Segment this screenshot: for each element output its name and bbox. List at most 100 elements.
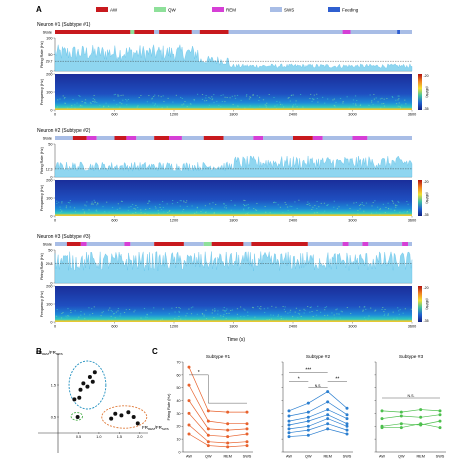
spectrogram-speckle: [162, 207, 164, 208]
spectrogram-speckle: [103, 105, 105, 107]
spectrogram-speckle: [382, 203, 384, 205]
legend-swatch-sws: [270, 7, 282, 12]
spectrogram-speckle: [211, 96, 213, 98]
spectrogram-speckle: [145, 319, 147, 320]
spectrogram-speckle: [276, 104, 278, 106]
spectrogram-speckle: [223, 206, 226, 208]
spectrogram-speckle: [357, 210, 359, 212]
spectrogram-speckle: [309, 204, 311, 206]
series-line: [188, 366, 247, 413]
series-point: [187, 411, 191, 415]
spectrogram-speckle: [380, 107, 382, 109]
state-legend: AW QW REM SWS Feeding: [96, 7, 359, 13]
spectrogram-speckle: [288, 97, 290, 98]
spectrogram-speckle: [223, 203, 225, 205]
state-segment: [397, 30, 401, 34]
spectrogram-speckle: [180, 96, 182, 98]
spectrogram-speckle: [87, 212, 89, 214]
spectrogram-speckle: [138, 97, 140, 98]
spectrogram-speckle: [264, 206, 266, 207]
spectrogram-speckle: [314, 204, 316, 206]
spectrogram-speckle: [401, 108, 403, 109]
spectrogram-speckle: [179, 200, 181, 202]
spectrogram-speckle: [334, 317, 336, 319]
spectrogram-speckle: [395, 205, 397, 206]
spectrogram-speckle: [134, 208, 137, 210]
state-segment: [203, 136, 224, 140]
spectrogram-speckle: [63, 319, 66, 321]
spectrogram-speckle: [84, 204, 86, 206]
spectrogram-speckle: [115, 311, 117, 313]
spectrogram-speckle: [370, 212, 373, 214]
spectrogram-speckle: [338, 313, 340, 315]
spectrogram-speckle: [297, 317, 299, 319]
spectrogram-speckle: [178, 315, 180, 317]
series-point: [245, 444, 249, 448]
colorbar-tick-top: -20: [424, 180, 429, 184]
spectrogram-speckle: [93, 99, 96, 101]
spectrogram-speckle: [330, 212, 332, 214]
spectrogram-speckle: [79, 106, 81, 107]
spectrogram-speckle: [113, 94, 115, 96]
spectrogram-speckle: [179, 205, 181, 207]
spectrogram-speckle: [391, 96, 393, 97]
spectrogram-speckle: [207, 107, 210, 109]
spectrogram-speckle: [146, 101, 149, 103]
series-point: [438, 426, 442, 430]
time-tick-label: 1200: [170, 219, 178, 223]
spectrogram-speckle: [225, 205, 227, 206]
series-line: [382, 423, 441, 428]
spectrogram-speckle: [59, 209, 62, 211]
spectrogram-speckle: [116, 104, 118, 106]
spectrogram-speckle: [379, 209, 381, 211]
spectrogram-speckle: [83, 212, 86, 214]
spectrogram-speckle: [113, 99, 115, 101]
spectrogram-speckle: [117, 94, 119, 96]
scatter-point: [126, 410, 131, 415]
spectrogram-speckle: [61, 210, 63, 212]
subtype-3-line-plot: Subtype #3 AW QW REM SWS N.S.: [374, 354, 446, 459]
spectrogram-speckle: [285, 318, 288, 320]
spectrogram-speckle: [260, 306, 262, 307]
spectrogram-speckle: [167, 211, 169, 213]
spectrogram-speckle: [256, 95, 258, 97]
line-category-label: SWS: [243, 455, 252, 459]
spectrogram-speckle: [252, 306, 254, 308]
spectrogram-speckle: [359, 208, 361, 210]
spectrogram-speckle: [60, 317, 63, 319]
series-point: [226, 410, 230, 414]
spectrogram-speckle: [65, 205, 68, 207]
spectrogram-speckle: [214, 310, 216, 312]
spectrogram-speckle: [385, 207, 387, 208]
spectrogram-speckle: [244, 200, 246, 201]
fr-y-label: Firing Rate (Hz): [40, 146, 44, 174]
spectrogram-speckle: [111, 207, 114, 208]
spectrogram-speckle: [267, 307, 269, 309]
spectrogram-speckle: [297, 319, 299, 321]
spectrogram-speckle: [220, 212, 222, 214]
spectrogram-speckle: [333, 98, 335, 100]
series-line: [288, 409, 348, 422]
fr-y-tick-label: 0: [50, 176, 52, 180]
fr-y-tick-label: 100: [46, 37, 52, 41]
series-point: [380, 426, 384, 430]
spectrogram-speckle: [146, 313, 148, 315]
spectrogram-speckle: [74, 104, 76, 106]
spectrogram-speckle: [397, 95, 399, 97]
series-point: [306, 415, 310, 419]
spectrogram-speckle: [59, 206, 61, 208]
spectrogram-speckle: [406, 201, 408, 202]
spectrogram-speckle: [277, 204, 279, 206]
spectrogram-speckle: [359, 103, 362, 105]
spectrogram-speckle: [87, 320, 89, 321]
spectrogram-speckle: [350, 313, 352, 315]
spectrogram-speckle: [384, 309, 386, 310]
spectrogram-speckle: [268, 94, 270, 95]
threshold-label: 29.7: [46, 60, 53, 64]
scatter-x-tick-label: 0.5: [76, 435, 81, 439]
spectrogram-speckle: [196, 313, 198, 315]
spectrogram-speckle: [399, 211, 401, 213]
spectrogram-speckle: [201, 313, 204, 315]
spectrogram-speckle: [65, 106, 67, 108]
spectrogram-speckle: [324, 102, 326, 104]
